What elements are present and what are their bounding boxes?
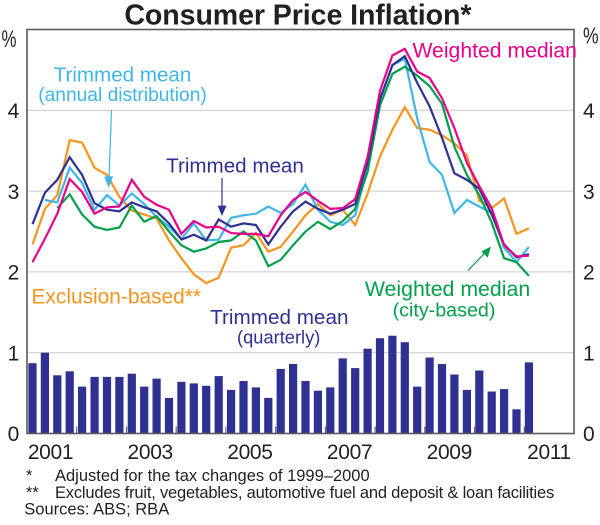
svg-text:Trimmed mean: Trimmed mean	[166, 155, 304, 178]
svg-text:4: 4	[583, 100, 595, 123]
svg-text:2005: 2005	[227, 441, 272, 464]
svg-text:(annual distribution): (annual distribution)	[38, 85, 207, 106]
svg-text:(city-based): (city-based)	[393, 300, 496, 322]
svg-text:2003: 2003	[128, 441, 173, 464]
svg-text:4: 4	[8, 100, 20, 123]
svg-text:0: 0	[583, 423, 595, 446]
svg-text:Consumer Price Inflation*: Consumer Price Inflation*	[124, 0, 472, 32]
svg-text:3: 3	[8, 181, 20, 204]
svg-text:Adjusted for the tax changes o: Adjusted for the tax changes of 1999–200…	[55, 467, 370, 485]
svg-text:2007: 2007	[327, 441, 372, 464]
svg-text:%: %	[2, 26, 17, 53]
svg-text:Sources: ABS; RBA: Sources: ABS; RBA	[24, 501, 169, 519]
svg-text:1: 1	[583, 342, 595, 365]
svg-text:Weighted median: Weighted median	[412, 40, 577, 63]
svg-text:*: *	[26, 467, 33, 485]
svg-text:2: 2	[583, 262, 595, 285]
svg-text:0: 0	[8, 423, 20, 446]
svg-text:2011: 2011	[527, 441, 571, 464]
svg-text:3: 3	[583, 181, 595, 204]
svg-text:Weighted median: Weighted median	[365, 277, 530, 301]
svg-text:Trimmed mean: Trimmed mean	[210, 306, 348, 329]
svg-text:2001: 2001	[28, 441, 73, 464]
svg-text:%: %	[583, 23, 599, 49]
svg-text:2: 2	[8, 262, 20, 285]
svg-text:(quarterly): (quarterly)	[237, 327, 320, 348]
svg-text:Trimmed mean: Trimmed mean	[54, 64, 192, 87]
svg-text:**: **	[26, 484, 39, 502]
svg-text:Excludes fruit, vegetables, au: Excludes fruit, vegetables, automotive f…	[55, 484, 554, 502]
svg-text:2009: 2009	[427, 441, 472, 464]
svg-text:1: 1	[8, 342, 20, 365]
svg-text:Exclusion-based**: Exclusion-based**	[32, 286, 202, 309]
